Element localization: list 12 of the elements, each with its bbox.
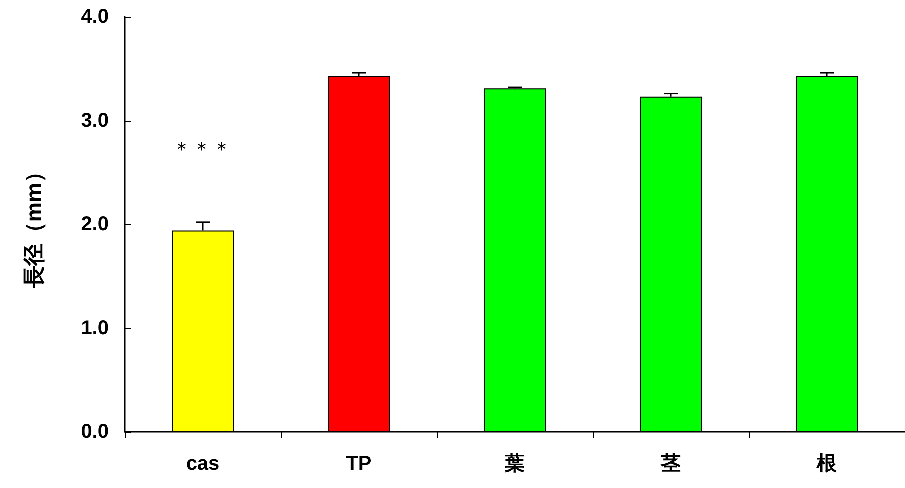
x-tick-label: 葉 — [504, 453, 525, 475]
y-axis-title: 長径（mm） — [22, 160, 46, 290]
x-tick-label: cas — [186, 453, 220, 475]
annotation: ＊＊＊ — [172, 139, 232, 161]
y-tick-label: 1.0 — [81, 317, 109, 340]
y-tick-label: 2.0 — [81, 214, 109, 236]
y-tick-label: 4.0 — [81, 6, 109, 28]
x-tick-label: 茎 — [660, 453, 681, 475]
x-tick-label: TP — [346, 453, 372, 475]
y-tick-label: 3.0 — [81, 110, 109, 132]
y-tick-label: 0.0 — [81, 421, 109, 443]
x-tick-label: 根 — [816, 453, 838, 475]
